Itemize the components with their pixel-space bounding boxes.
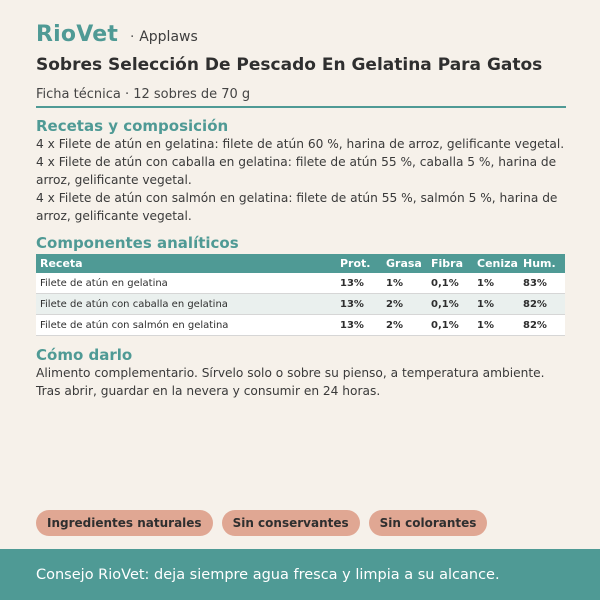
column-header-ash: Ceniza [473,254,519,273]
recipes-section: Recetas y composición 4 x Filete de atún… [36,117,566,225]
column-header-fibre: Fibra [427,254,473,273]
column-header-moisture: Hum. [519,254,565,273]
cell-ash: 1% [473,293,519,315]
table-row: Filete de atún en gelatina 13% 1% 0,1% 1… [36,273,565,294]
tag-list: Ingredientes naturales Sin conservantes … [36,510,488,536]
cell-protein: 13% [336,314,382,336]
column-header-protein: Prot. [336,254,382,273]
footer-tip: Consejo RioVet: deja siempre agua fresca… [36,566,500,583]
cell-moisture: 83% [519,273,565,294]
column-header-fat: Grasa [382,254,427,273]
spec-sheet: RioVet · Applaws Sobres Selección De Pes… [36,22,566,400]
usage-section: Cómo darlo Alimento complementario. Sírv… [36,346,566,400]
header: RioVet · Applaws [36,22,566,47]
maker-name: Applaws [139,29,198,45]
table-header-row: Receta Prot. Grasa Fibra Ceniza Hum. [36,254,565,273]
cell-fat: 1% [382,273,427,294]
cell-protein: 13% [336,273,382,294]
cell-fibre: 0,1% [427,273,473,294]
cell-ash: 1% [473,273,519,294]
usage-heading: Cómo darlo [36,346,133,364]
product-title: Sobres Selección De Pescado En Gelatina … [36,55,543,75]
recipe-item: 4 x Filete de atún en gelatina: filete d… [36,137,565,151]
cell-fat: 2% [382,293,427,315]
divider [36,106,566,108]
tag-natural-ingredients: Ingredientes naturales [36,510,213,536]
product-subtitle: Ficha técnica · 12 sobres de 70 g [36,87,251,102]
table-row: Filete de atún con caballa en gelatina 1… [36,293,565,315]
recipes-heading: Recetas y composición [36,117,229,135]
separator: · [130,30,135,45]
usage-text: Alimento complementario. Sírvelo solo o … [36,366,545,398]
cell-fat: 2% [382,314,427,336]
cell-moisture: 82% [519,293,565,315]
brand-logo: RioVet [36,22,119,47]
cell-recipe: Filete de atún en gelatina [36,273,336,294]
cell-moisture: 82% [519,314,565,336]
cell-fibre: 0,1% [427,293,473,315]
cell-recipe: Filete de atún con salmón en gelatina [36,314,336,336]
column-header-recipe: Receta [36,254,336,273]
analytics-table: Receta Prot. Grasa Fibra Ceniza Hum. Fil… [36,254,565,336]
tag-no-preservatives: Sin conservantes [221,510,360,536]
analytics-section: Componentes analíticos Receta Prot. Gras… [36,234,566,336]
footer-banner: Consejo RioVet: deja siempre agua fresca… [0,549,600,600]
recipe-item: 4 x Filete de atún con caballa en gelati… [36,155,557,187]
cell-fibre: 0,1% [427,314,473,336]
cell-recipe: Filete de atún con caballa en gelatina [36,293,336,315]
recipes-list: 4 x Filete de atún en gelatina: filete d… [36,135,566,225]
tag-no-colorants: Sin colorantes [368,510,488,536]
table-row: Filete de atún con salmón en gelatina 13… [36,314,565,336]
recipe-item: 4 x Filete de atún con salmón en gelatin… [36,191,558,223]
analytics-heading: Componentes analíticos [36,234,239,252]
cell-protein: 13% [336,293,382,315]
cell-ash: 1% [473,314,519,336]
